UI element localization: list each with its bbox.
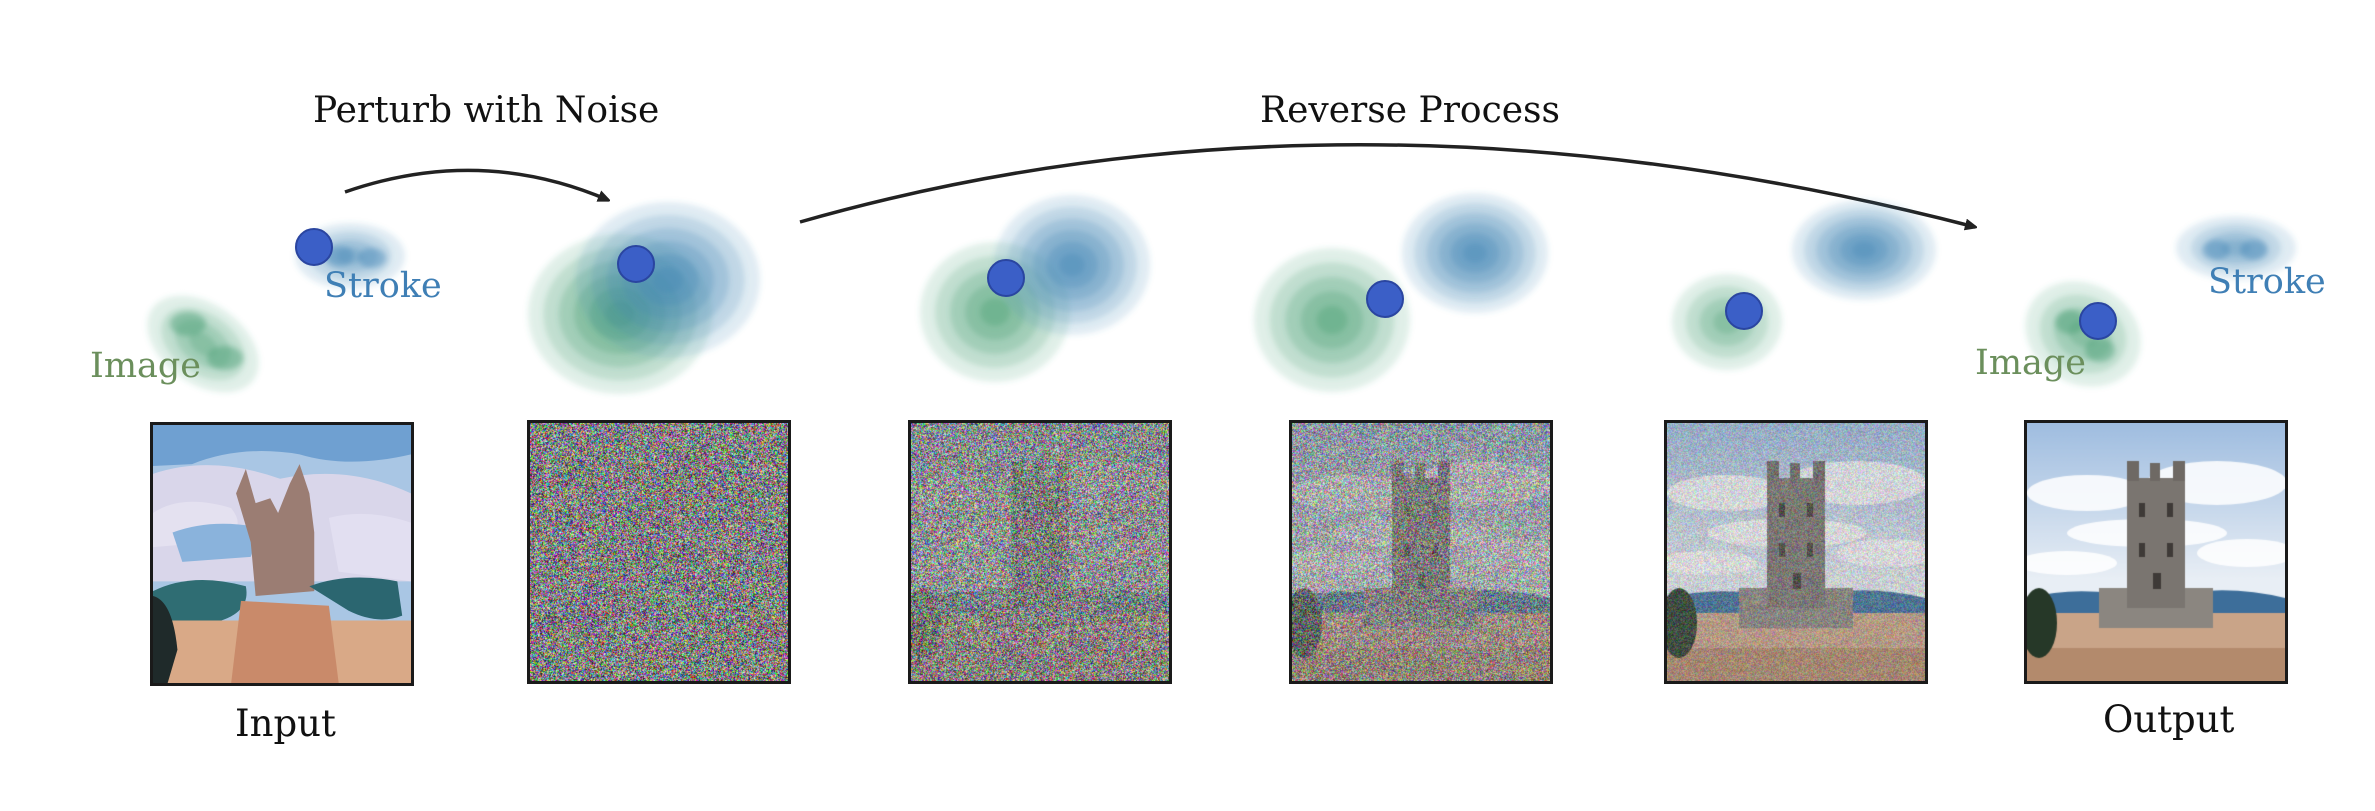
image-distribution [147,295,259,393]
sample-point [1725,292,1763,330]
stroke-distribution [2176,216,2296,280]
sample-point [1366,280,1404,318]
panel-noisy-4 [1664,420,1928,684]
image-label-input: Image [90,346,201,386]
perturb-arrow [344,168,608,202]
panel-input [150,422,414,686]
sample-point [295,228,333,266]
panel-noisy-1 [527,420,791,684]
input-caption: Input [235,702,336,745]
image-distribution [2025,281,2141,387]
image-label-output: Image [1975,343,2086,383]
sample-point [987,259,1025,297]
stroke-distribution [576,202,760,358]
photo-image [1667,423,1925,681]
image-distribution [1254,248,1410,392]
panel-noisy-2 [908,420,1172,684]
image-distribution [1672,274,1782,370]
stroke-label-input: Stroke [324,266,442,306]
stroke-distribution [994,195,1150,335]
stroke-distribution [1402,193,1548,313]
output-caption: Output [2103,698,2235,741]
panel-noisy-3 [1289,420,1553,684]
panel-output [2024,420,2288,684]
sample-point [2079,302,2117,340]
noise-image [911,423,1169,681]
stroke-label-output: Stroke [2208,262,2326,302]
reverse-arrow [799,142,1975,227]
reverse-title: Reverse Process [1260,90,1561,131]
noise-image [530,423,788,681]
perturb-title: Perturb with Noise [313,90,660,131]
sample-point [617,245,655,283]
stroke-painting-image [153,425,411,683]
noise-image [1292,423,1550,681]
stroke-distribution [1792,200,1936,300]
photo-image [2027,423,2285,681]
